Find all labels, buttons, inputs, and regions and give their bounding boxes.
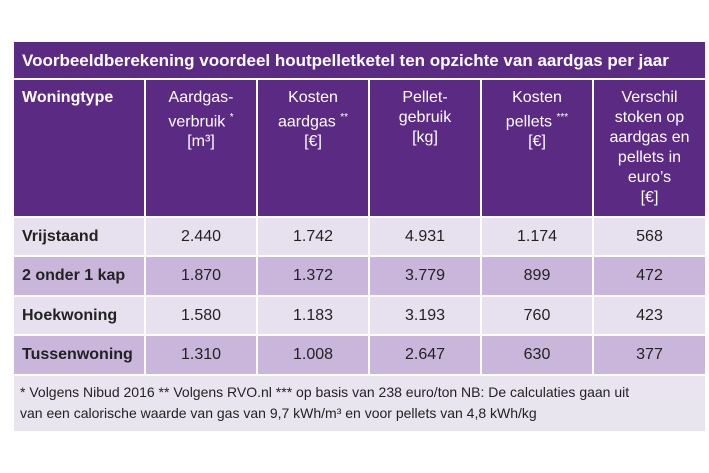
row-value: 1.870 xyxy=(146,257,258,297)
header-text: Kosten xyxy=(512,89,562,106)
header-text: Aardgas- xyxy=(168,89,234,106)
header-line: euro’s xyxy=(628,168,671,188)
header-text: [€] xyxy=(304,133,322,151)
header-line: verbruik * xyxy=(168,108,233,132)
header-line: Woningtype xyxy=(22,88,113,108)
footnote: * Volgens Nibud 2016 ** Volgens RVO.nl *… xyxy=(14,376,705,431)
header-line: Aardgas- xyxy=(169,88,234,108)
header-cell: Aardgas-verbruik * [m³] xyxy=(146,80,258,218)
header-line: stoken op xyxy=(615,108,684,128)
row-value: 899 xyxy=(482,257,594,297)
table-title: Voorbeeldberekening voordeel houtpelletk… xyxy=(14,42,705,80)
header-text: Verschil xyxy=(621,89,678,106)
header-text: Kosten xyxy=(288,89,338,106)
header-line: aardgas ** xyxy=(278,108,348,132)
header-text: verbruik xyxy=(168,113,226,131)
header-line: [€] xyxy=(304,132,322,152)
header-line: Verschil xyxy=(621,88,677,108)
header-note: ** xyxy=(340,112,349,123)
row-label: 2 onder 1 kap xyxy=(14,257,146,297)
row-value: 630 xyxy=(482,336,594,376)
header-line: Kosten xyxy=(288,88,338,108)
table-grid: Woningtype Aardgas-verbruik * [m³] Kosten aa… xyxy=(14,80,705,376)
row-value: 377 xyxy=(594,336,705,376)
header-text: [€] xyxy=(528,133,546,151)
header-line: [€] xyxy=(528,132,546,152)
row-value: 1.008 xyxy=(258,336,370,376)
header-note: *** xyxy=(556,112,569,123)
row-value: 568 xyxy=(594,218,705,257)
footnote-line: * Volgens Nibud 2016 ** Volgens RVO.nl *… xyxy=(20,384,630,400)
row-value: 4.931 xyxy=(370,218,482,257)
header-text: euro’s xyxy=(627,169,672,186)
header-cell: Woningtype xyxy=(14,80,146,218)
header-text: gebruik xyxy=(398,109,452,126)
header-text: aardgas xyxy=(277,113,336,131)
row-value: 2.647 xyxy=(370,336,482,376)
header-cell: Pellet-gebruik [kg] xyxy=(370,80,482,218)
header-line: gebruik xyxy=(399,108,451,128)
header-text: Woningtype xyxy=(22,89,114,106)
header-text: [kg] xyxy=(412,129,438,146)
header-text: aardgas en xyxy=(609,129,690,146)
header-text: pellets in xyxy=(617,149,682,166)
header-note: * xyxy=(229,112,234,123)
row-value: 3.779 xyxy=(370,257,482,297)
header-line: [€] xyxy=(641,188,659,208)
row-value: 2.440 xyxy=(146,218,258,257)
header-line: Kosten xyxy=(512,88,562,108)
row-value: 3.193 xyxy=(370,297,482,336)
header-text: Pellet- xyxy=(402,89,448,106)
header-cell: Kosten pellets *** [€] xyxy=(482,80,594,218)
row-value: 760 xyxy=(482,297,594,336)
row-label: Hoekwoning xyxy=(14,297,146,336)
row-value: 1.742 xyxy=(258,218,370,257)
header-text: [€] xyxy=(640,189,659,206)
row-value: 1.372 xyxy=(258,257,370,297)
header-line: pellets in xyxy=(618,148,681,168)
row-value: 423 xyxy=(594,297,705,336)
row-value: 1.580 xyxy=(146,297,258,336)
header-line: pellets *** xyxy=(506,108,568,132)
row-label: Tussenwoning xyxy=(14,336,146,376)
header-cell: Kosten aardgas ** [€] xyxy=(258,80,370,218)
row-value: 472 xyxy=(594,257,705,297)
header-line: aardgas en xyxy=(609,128,689,148)
footnote-line: van een calorische waarde van gas van 9,… xyxy=(20,405,537,421)
header-text: stoken op xyxy=(614,109,685,126)
table: Voorbeeldberekening voordeel houtpelletk… xyxy=(14,42,705,431)
header-text: pellets xyxy=(505,113,553,131)
row-value: 1.183 xyxy=(258,297,370,336)
header-line: [kg] xyxy=(412,128,438,148)
row-value: 1.310 xyxy=(146,336,258,376)
header-text: [m³] xyxy=(187,133,215,151)
header-line: [m³] xyxy=(187,132,215,152)
row-label: Vrijstaand xyxy=(14,218,146,257)
row-value: 1.174 xyxy=(482,218,594,257)
header-line: Pellet- xyxy=(402,88,447,108)
header-cell: Verschil stoken op aardgas en pellets in eur… xyxy=(594,80,705,218)
